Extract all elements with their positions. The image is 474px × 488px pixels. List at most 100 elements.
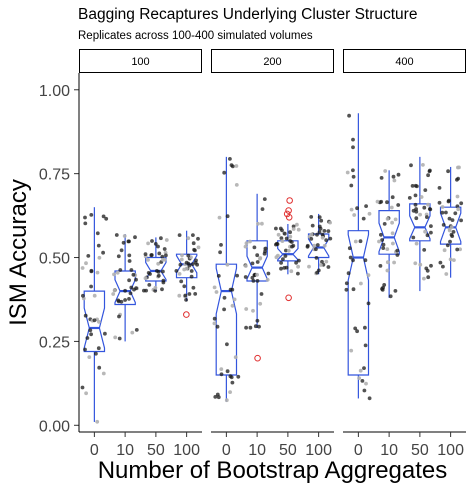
data-point (142, 288, 146, 293)
x-tick-label: 0 (354, 442, 363, 459)
data-point (364, 381, 368, 386)
facet-strip-label: 400 (395, 56, 413, 68)
data-point (149, 253, 154, 257)
data-point (250, 275, 255, 280)
data-point (358, 368, 363, 373)
data-point (458, 247, 462, 252)
data-point (92, 318, 97, 323)
data-point (251, 308, 255, 313)
data-point (441, 264, 445, 269)
data-point (81, 293, 85, 298)
data-point (380, 238, 384, 242)
outlier-point (285, 213, 293, 221)
data-point (351, 174, 356, 179)
data-point (191, 241, 196, 246)
data-point (395, 248, 400, 253)
data-point (379, 176, 384, 180)
data-point (315, 243, 320, 247)
facet-strip (211, 49, 334, 73)
data-point (407, 196, 412, 200)
data-point (160, 254, 165, 259)
x-tick-label: 0 (90, 442, 99, 459)
data-point (357, 376, 361, 380)
data-point (153, 288, 158, 293)
data-point (409, 163, 413, 168)
data-point (260, 207, 265, 212)
data-point (444, 272, 449, 276)
x-axis-title: Number of Bootstrap Aggregates (98, 457, 448, 484)
data-point (456, 207, 461, 212)
data-point (97, 320, 101, 324)
data-point (230, 287, 235, 292)
data-point (307, 264, 311, 269)
data-point (229, 163, 234, 168)
data-point (258, 301, 263, 306)
facet-strip-label: 100 (131, 56, 149, 68)
data-point (440, 210, 445, 215)
data-point (129, 285, 134, 290)
data-point (283, 254, 288, 258)
data-point (344, 287, 349, 292)
data-point (95, 270, 100, 275)
data-point (380, 288, 385, 292)
data-point (355, 329, 359, 334)
data-point (423, 188, 428, 193)
data-point (389, 205, 394, 210)
data-point (328, 236, 333, 241)
x-tick-label: 10 (248, 442, 266, 459)
data-point (363, 325, 367, 330)
data-point (444, 210, 448, 215)
box-body (378, 210, 400, 255)
data-point (349, 207, 354, 212)
outlier-point (285, 294, 292, 302)
data-point (121, 240, 126, 245)
data-point (347, 246, 352, 251)
data-point (422, 248, 427, 252)
data-point (453, 211, 458, 216)
data-point (118, 268, 123, 272)
data-point (286, 248, 291, 253)
data-point (224, 398, 229, 403)
data-point (415, 184, 419, 189)
data-point (447, 198, 451, 203)
data-point (233, 355, 238, 360)
data-point (216, 395, 221, 400)
data-point (243, 275, 248, 279)
data-point (456, 165, 460, 170)
data-point (101, 371, 106, 376)
data-point (382, 222, 387, 226)
data-point (184, 298, 189, 302)
data-point (319, 218, 324, 223)
data-point (190, 262, 195, 266)
data-point (284, 236, 289, 241)
data-point (115, 270, 120, 275)
data-point (437, 200, 442, 205)
data-point (314, 247, 318, 252)
data-point (256, 221, 260, 226)
data-point (359, 281, 363, 286)
data-point (360, 379, 365, 383)
data-point (383, 169, 388, 173)
data-point (111, 292, 116, 296)
data-point (251, 279, 256, 283)
data-point (85, 336, 90, 340)
data-point (157, 251, 162, 256)
data-point (186, 236, 191, 241)
data-point (455, 194, 460, 199)
data-point (159, 236, 163, 241)
data-point (413, 261, 418, 266)
data-point (459, 201, 464, 206)
data-point (364, 204, 368, 209)
data-point (296, 271, 300, 276)
data-point (280, 239, 285, 244)
data-point (114, 233, 119, 237)
data-point (396, 172, 401, 177)
data-point (216, 274, 221, 278)
data-point (179, 279, 184, 284)
data-point (309, 215, 314, 219)
data-point (196, 245, 201, 250)
data-point (225, 342, 229, 347)
data-point (322, 243, 327, 248)
data-point (317, 230, 322, 235)
data-point (324, 259, 329, 264)
